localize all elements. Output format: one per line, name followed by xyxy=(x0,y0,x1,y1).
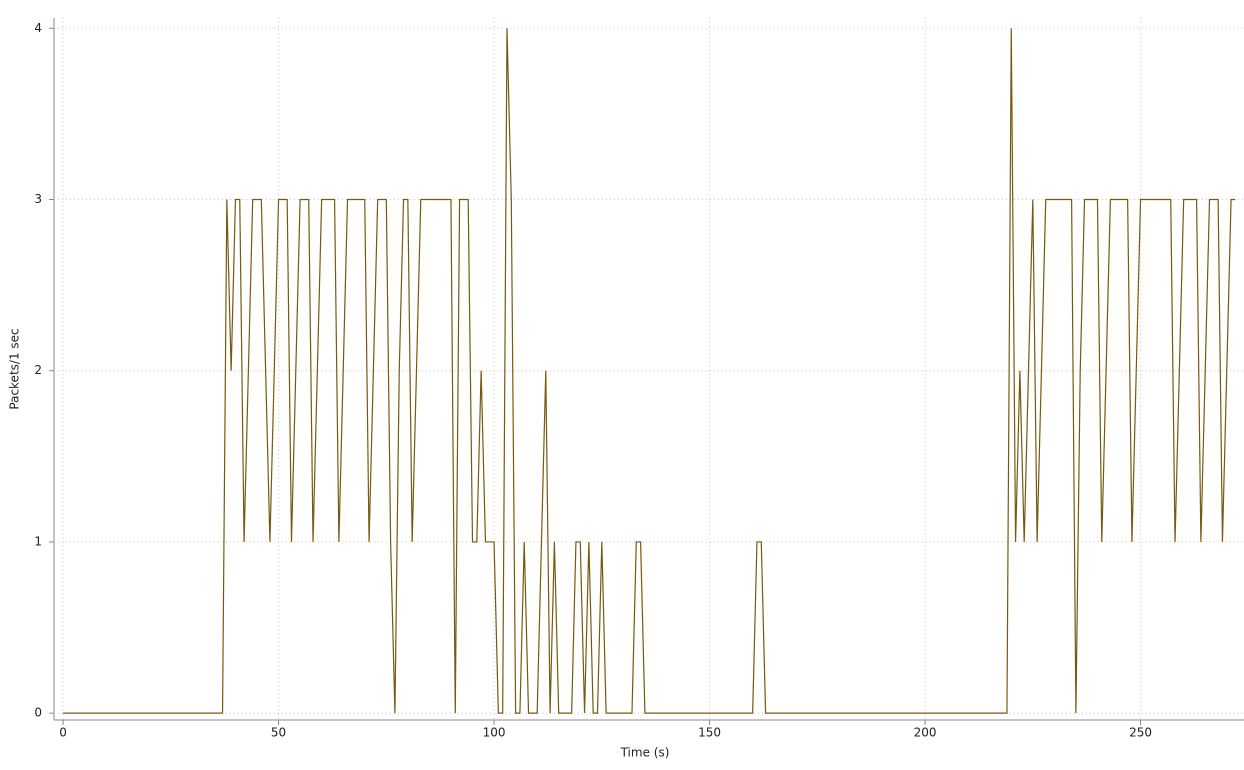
y-tick-label: 2 xyxy=(34,363,42,377)
y-tick-label: 4 xyxy=(34,21,42,35)
y-tick-label: 3 xyxy=(34,192,42,206)
x-tick-label: 250 xyxy=(1129,726,1152,740)
x-tick-label: 100 xyxy=(483,726,506,740)
x-tick-label: 150 xyxy=(698,726,721,740)
x-tick-label: 200 xyxy=(914,726,937,740)
y-axis-title: Packets/1 sec xyxy=(8,328,22,409)
y-tick-label: 1 xyxy=(34,534,42,548)
y-tick-label: 0 xyxy=(34,706,42,720)
x-tick-label: 0 xyxy=(59,726,67,740)
x-axis-title: Time (s) xyxy=(620,746,670,760)
x-tick-label: 50 xyxy=(271,726,286,740)
series-line xyxy=(63,28,1236,714)
